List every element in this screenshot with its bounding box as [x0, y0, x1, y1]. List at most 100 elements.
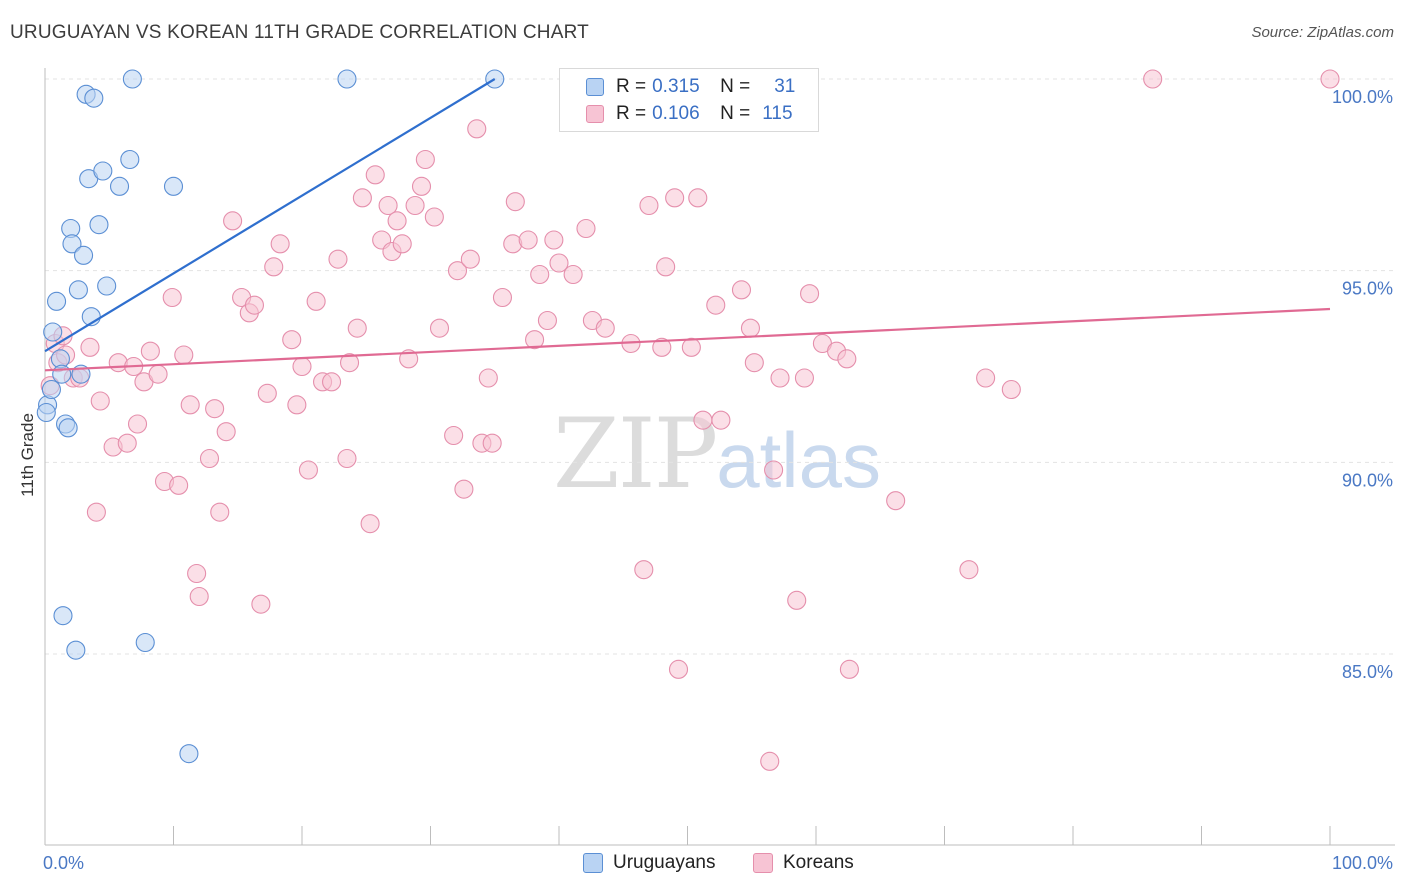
korean-point: [322, 372, 342, 392]
y-tick-label: 100.0%: [1332, 87, 1393, 107]
korean-point: [257, 383, 277, 403]
korean-point: [411, 176, 432, 196]
korean-point: [80, 337, 100, 357]
korean-point: [460, 249, 480, 269]
korean-point: [174, 345, 194, 365]
korean-point: [886, 491, 906, 511]
watermark-atlas: atlas: [716, 416, 881, 504]
korean-point: [223, 211, 243, 231]
legend-n-label: N =: [720, 76, 751, 97]
legend-row-uruguayans: R = 0.315 N = 31: [560, 73, 795, 101]
korean-point: [148, 364, 168, 384]
korean-point: [162, 287, 182, 308]
korean-point: [287, 395, 307, 415]
legend-r-value: 0.315: [652, 76, 700, 97]
korean-point: [544, 230, 564, 250]
korean-point: [328, 249, 348, 269]
uruguayan-point: [74, 245, 94, 265]
koreans-points: [40, 69, 1340, 771]
uruguayan-point: [179, 744, 199, 764]
korean-point: [537, 310, 557, 331]
korean-point: [693, 410, 713, 430]
korean-point: [140, 341, 160, 361]
korean-point: [706, 295, 726, 315]
uruguayan-point: [52, 364, 72, 384]
korean-point: [251, 594, 271, 614]
korean-point: [760, 751, 780, 771]
korean-point: [405, 195, 425, 216]
uruguayan-point: [135, 632, 155, 653]
uruguayan-point: [68, 280, 88, 300]
korean-trend-line: [44, 307, 1331, 372]
uruguayan-point: [41, 379, 61, 400]
korean-point: [639, 195, 659, 216]
legend-r-value: 0.106: [652, 103, 700, 124]
korean-point: [668, 659, 689, 679]
korean-point: [467, 119, 487, 139]
korean-point: [530, 264, 550, 285]
x-tick-label-min: 0.0%: [43, 853, 84, 873]
uruguayans-swatch-icon: [586, 78, 604, 96]
uruguayan-point: [84, 88, 104, 108]
korean-point: [744, 353, 764, 373]
korean-point: [216, 422, 236, 442]
grid-lines: [45, 78, 1395, 655]
korean-point: [1320, 69, 1340, 89]
korean-point: [90, 391, 110, 411]
korean-point: [444, 425, 464, 446]
y-tick-label: 95.0%: [1342, 279, 1393, 299]
korean-point: [576, 218, 596, 239]
korean-point: [360, 514, 380, 534]
korean-point: [424, 207, 444, 227]
koreans-swatch-icon: [586, 105, 604, 123]
korean-point: [959, 560, 979, 580]
korean-point: [525, 330, 545, 350]
uruguayan-point: [93, 161, 113, 181]
watermark-zip: ZIP: [553, 398, 718, 510]
korean-point: [429, 318, 450, 338]
koreans-legend-swatch-icon: [753, 853, 773, 873]
korean-point: [665, 188, 685, 208]
korean-point: [365, 165, 385, 185]
korean-point: [117, 433, 137, 453]
legend-row-koreans: R = 0.106 N = 115: [560, 100, 793, 128]
korean-point: [837, 349, 857, 369]
axes: [44, 68, 1395, 846]
y-tick-label: 90.0%: [1342, 470, 1393, 490]
legend-item-uruguayans[interactable]: Uruguayans: [583, 852, 715, 874]
korean-point: [800, 284, 820, 304]
korean-point: [337, 448, 357, 469]
korean-point: [205, 399, 225, 419]
x-tick-label-max: 100.0%: [1332, 853, 1393, 873]
korean-point: [731, 280, 752, 300]
uruguayan-point: [58, 418, 78, 438]
korean-point: [189, 586, 209, 607]
uruguayan-point: [337, 69, 357, 89]
y-tick-label: 85.0%: [1342, 662, 1393, 682]
korean-point: [740, 318, 761, 338]
uruguayan-point: [109, 176, 130, 196]
uruguayan-point: [120, 149, 140, 170]
korean-point: [454, 479, 474, 499]
korean-point: [187, 563, 207, 584]
legend-r-label: R =: [616, 103, 647, 124]
korean-point: [505, 192, 525, 212]
korean-point: [652, 337, 672, 357]
korean-point: [86, 502, 106, 522]
korean-point: [292, 356, 312, 377]
korean-point: [378, 195, 398, 216]
uruguayan-point: [43, 322, 63, 342]
korean-point: [634, 560, 654, 580]
korean-point: [595, 318, 615, 338]
korean-point: [681, 337, 701, 357]
korean-point: [347, 318, 367, 338]
korean-point: [764, 460, 784, 480]
legend-item-koreans[interactable]: Koreans: [753, 852, 854, 874]
korean-point: [306, 291, 326, 311]
legend-n-value: 31: [774, 76, 796, 97]
korean-point: [492, 287, 513, 308]
korean-point: [549, 253, 569, 273]
legend-label-koreans: Koreans: [783, 852, 854, 873]
uruguayans-points: [36, 69, 505, 764]
